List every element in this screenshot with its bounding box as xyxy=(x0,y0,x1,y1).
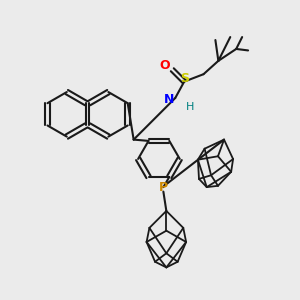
Text: H: H xyxy=(186,102,194,112)
Text: O: O xyxy=(160,59,170,72)
Text: N: N xyxy=(164,93,175,106)
Text: P: P xyxy=(159,181,168,194)
Text: S: S xyxy=(180,72,189,85)
